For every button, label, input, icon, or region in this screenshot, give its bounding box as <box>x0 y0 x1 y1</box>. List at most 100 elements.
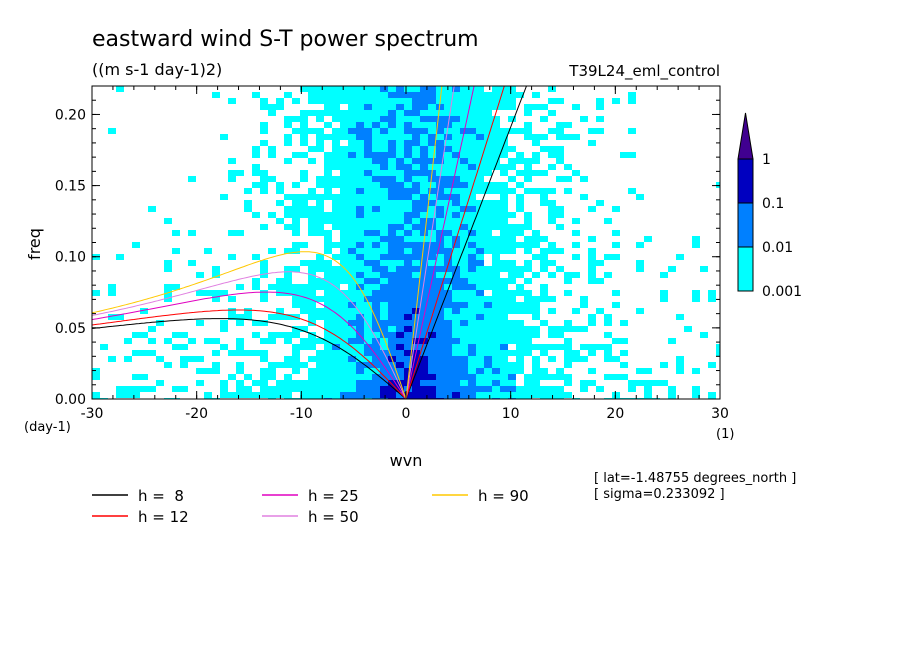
spectrum-cell <box>580 386 588 392</box>
spectrum-cell <box>404 158 412 164</box>
spectrum-cell <box>204 368 212 374</box>
spectrum-cell <box>356 338 364 344</box>
spectrum-cell <box>468 182 476 188</box>
spectrum-cell <box>516 230 524 236</box>
spectrum-cell <box>380 362 388 368</box>
spectrum-cell <box>460 284 468 290</box>
spectrum-cell <box>428 362 436 368</box>
spectrum-cell <box>380 206 388 212</box>
spectrum-cell <box>380 242 388 248</box>
spectrum-cell <box>396 152 404 158</box>
spectrum-cell <box>348 386 356 392</box>
spectrum-cell <box>356 152 364 158</box>
spectrum-cell <box>428 320 436 326</box>
spectrum-cell <box>404 308 412 314</box>
spectrum-cell <box>364 104 372 110</box>
spectrum-cell <box>364 254 372 260</box>
spectrum-cell <box>556 134 564 140</box>
spectrum-cell <box>396 182 404 188</box>
spectrum-cell <box>444 92 452 98</box>
kelvin-curve-25 <box>405 86 475 399</box>
spectrum-cell <box>404 278 412 284</box>
spectrum-cell <box>492 134 500 140</box>
spectrum-cell <box>468 128 476 134</box>
spectrum-cell <box>236 392 244 398</box>
spectrum-cell <box>436 146 444 152</box>
spectrum-cell <box>252 146 260 152</box>
spectrum-cell <box>532 332 540 338</box>
spectrum-cell <box>452 116 460 122</box>
spectrum-cell <box>548 326 556 332</box>
spectrum-cell <box>260 290 268 296</box>
spectrum-cell <box>564 356 572 362</box>
spectrum-cell <box>532 158 540 164</box>
spectrum-cell <box>244 386 252 392</box>
spectrum-cell <box>428 242 436 248</box>
spectrum-cell <box>532 302 540 308</box>
spectrum-cell <box>484 356 492 362</box>
spectrum-cell <box>564 380 572 386</box>
spectrum-cell <box>356 116 364 122</box>
spectrum-cell <box>452 140 460 146</box>
spectrum-cell <box>364 362 372 368</box>
spectrum-cell <box>548 344 556 350</box>
spectrum-cell <box>476 140 484 146</box>
spectrum-cell <box>308 392 316 398</box>
spectrum-cell <box>332 218 340 224</box>
spectrum-cell <box>404 296 412 302</box>
spectrum-cell <box>476 86 484 92</box>
spectrum-cell <box>420 362 428 368</box>
spectrum-cell <box>300 290 308 296</box>
spectrum-cell <box>500 248 508 254</box>
spectrum-cell <box>484 116 492 122</box>
spectrum-cell <box>348 368 356 374</box>
spectrum-cell <box>508 326 516 332</box>
spectrum-cell <box>260 266 268 272</box>
spectrum-cell <box>692 392 700 398</box>
spectrum-cell <box>540 344 548 350</box>
spectrum-cell <box>580 302 588 308</box>
spectrum-cell <box>380 278 388 284</box>
spectrum-cell <box>316 314 324 320</box>
spectrum-cell <box>332 266 340 272</box>
spectrum-cell <box>428 308 436 314</box>
spectrum-cell <box>636 380 644 386</box>
spectrum-cell <box>284 386 292 392</box>
spectrum-cell <box>468 152 476 158</box>
spectrum-cell <box>420 248 428 254</box>
spectrum-cell <box>460 98 468 104</box>
spectrum-cell <box>116 86 124 92</box>
spectrum-cell <box>500 284 508 290</box>
spectrum-cell <box>108 356 116 362</box>
spectrum-cell <box>212 290 220 296</box>
spectrum-cell <box>676 362 684 368</box>
spectrum-cell <box>284 92 292 98</box>
spectrum-cell <box>380 158 388 164</box>
spectrum-cell <box>244 200 252 206</box>
spectrum-cell <box>484 212 492 218</box>
spectrum-cell <box>404 320 412 326</box>
spectrum-cell <box>460 290 468 296</box>
y-axis-units: (day-1) <box>24 420 71 435</box>
spectrum-cell <box>404 374 412 380</box>
spectrum-cell <box>716 182 720 188</box>
spectrum-cell <box>380 116 388 122</box>
spectrum-cell <box>252 284 260 290</box>
spectrum-cell <box>340 278 348 284</box>
spectrum-cell <box>476 248 484 254</box>
spectrum-cell <box>252 92 260 98</box>
spectrum-cell <box>292 152 300 158</box>
spectrum-cell <box>356 368 364 374</box>
spectrum-cell <box>372 98 380 104</box>
spectrum-cell <box>468 272 476 278</box>
spectrum-cell <box>364 128 372 134</box>
spectrum-cell <box>420 380 428 386</box>
spectrum-cell <box>316 86 324 92</box>
spectrum-cell <box>436 194 444 200</box>
spectrum-cell <box>340 122 348 128</box>
spectrum-cell <box>324 236 332 242</box>
spectrum-cell <box>532 356 540 362</box>
spectrum-cell <box>468 230 476 236</box>
spectrum-cell <box>412 188 420 194</box>
spectrum-cell <box>492 296 500 302</box>
